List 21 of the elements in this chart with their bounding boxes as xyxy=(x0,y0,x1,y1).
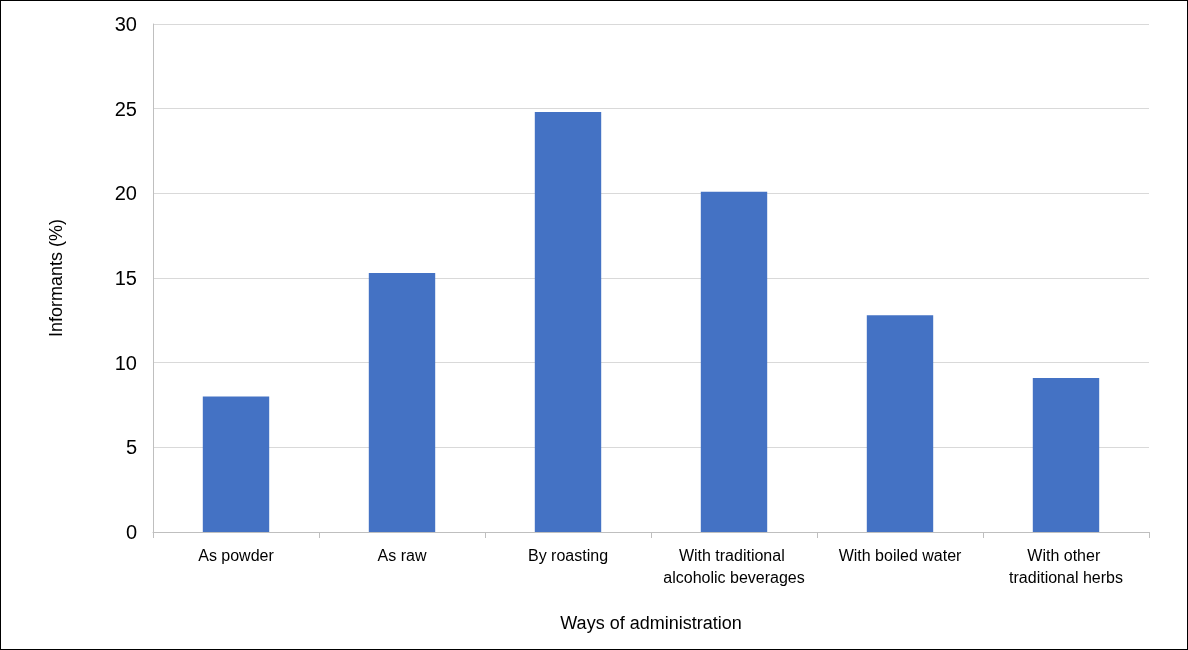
x-tick-label: With other traditional herbs xyxy=(1009,546,1123,586)
y-tick-label: 30 xyxy=(114,13,137,35)
y-tick-label: 20 xyxy=(114,182,137,205)
y-tick-label: 5 xyxy=(125,436,137,459)
x-tick-label: With traditional alcoholic beverages xyxy=(663,546,805,586)
x-axis-title: Ways of administration xyxy=(560,613,742,633)
x-tick-label: As raw xyxy=(377,546,427,564)
x-tick-label: As powder xyxy=(198,546,275,564)
x-tick-label: With boiled water xyxy=(838,546,963,564)
y-tick-label: 15 xyxy=(114,267,137,289)
y-tick-label: 10 xyxy=(114,351,137,374)
y-axis-title: Informants (%) xyxy=(46,218,66,338)
bar xyxy=(368,272,436,532)
bar xyxy=(700,191,768,532)
bar xyxy=(866,315,934,532)
y-tick-label: 0 xyxy=(125,521,137,543)
bar xyxy=(534,112,602,532)
bar xyxy=(1032,377,1100,532)
y-tick-label: 25 xyxy=(114,97,137,120)
bar xyxy=(202,396,270,532)
x-tick-label: By roasting xyxy=(527,546,609,564)
